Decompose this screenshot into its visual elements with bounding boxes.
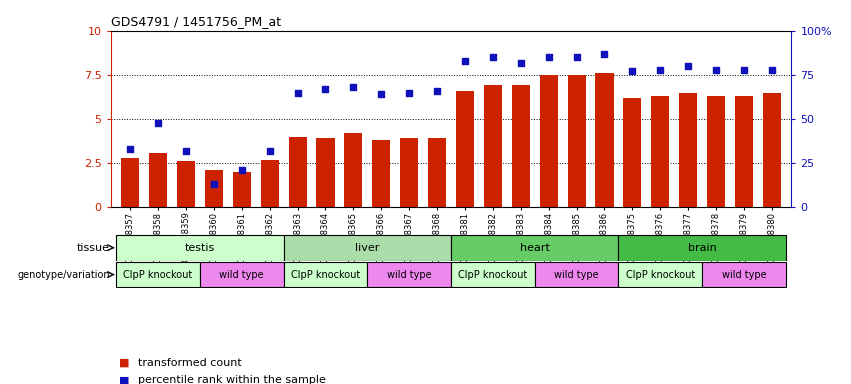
Text: brain: brain	[688, 243, 717, 253]
Bar	[484, 86, 502, 207]
Point	[625, 68, 639, 74]
Bar	[707, 96, 725, 207]
Text: testis: testis	[185, 243, 215, 253]
Bar	[345, 133, 363, 207]
Bar	[205, 170, 223, 207]
Bar	[456, 91, 474, 207]
Text: ■: ■	[119, 375, 129, 384]
Bar	[702, 262, 785, 288]
Bar	[451, 262, 534, 288]
Point	[151, 119, 165, 126]
Point	[514, 60, 528, 66]
Point	[431, 88, 444, 94]
Bar	[200, 262, 283, 288]
Text: transformed count: transformed count	[138, 358, 242, 368]
Point	[346, 84, 360, 90]
Text: heart: heart	[520, 243, 550, 253]
Bar	[619, 235, 785, 261]
Point	[403, 89, 416, 96]
Bar	[260, 160, 279, 207]
Bar	[283, 262, 368, 288]
Point	[737, 66, 751, 73]
Bar	[149, 152, 167, 207]
Point	[765, 66, 779, 73]
Text: wild type: wild type	[220, 270, 264, 280]
Bar	[121, 158, 140, 207]
Text: genotype/variation: genotype/variation	[18, 270, 110, 280]
Text: ClpP knockout: ClpP knockout	[625, 270, 695, 280]
Bar	[511, 86, 530, 207]
Point	[207, 181, 220, 187]
Point	[235, 167, 248, 173]
Bar	[232, 172, 251, 207]
Text: ClpP knockout: ClpP knockout	[123, 270, 192, 280]
Point	[709, 66, 722, 73]
Point	[542, 54, 556, 60]
Point	[123, 146, 137, 152]
Bar	[451, 235, 619, 261]
Bar	[177, 161, 195, 207]
Bar	[117, 235, 283, 261]
Text: tissue: tissue	[77, 243, 110, 253]
Point	[291, 89, 305, 96]
Text: GDS4791 / 1451756_PM_at: GDS4791 / 1451756_PM_at	[111, 15, 281, 28]
Bar	[428, 139, 446, 207]
Point	[486, 54, 500, 60]
Bar	[540, 75, 557, 207]
Bar	[762, 93, 781, 207]
Text: ■: ■	[119, 358, 129, 368]
Point	[570, 54, 584, 60]
Bar	[568, 75, 585, 207]
Text: wild type: wild type	[387, 270, 431, 280]
Bar	[651, 96, 670, 207]
Bar	[596, 73, 614, 207]
Bar	[368, 262, 451, 288]
Point	[318, 86, 332, 92]
Text: wild type: wild type	[554, 270, 599, 280]
Point	[458, 58, 471, 64]
Bar	[400, 139, 418, 207]
Point	[654, 66, 667, 73]
Bar	[283, 235, 451, 261]
Text: ClpP knockout: ClpP knockout	[291, 270, 360, 280]
Bar	[288, 137, 306, 207]
Text: percentile rank within the sample: percentile rank within the sample	[138, 375, 326, 384]
Point	[374, 91, 388, 98]
Bar	[619, 262, 702, 288]
Point	[180, 148, 193, 154]
Text: wild type: wild type	[722, 270, 766, 280]
Text: liver: liver	[355, 243, 380, 253]
Point	[597, 51, 611, 57]
Text: ClpP knockout: ClpP knockout	[458, 270, 528, 280]
Bar	[534, 262, 619, 288]
Bar	[735, 96, 753, 207]
Bar	[372, 140, 391, 207]
Point	[263, 148, 277, 154]
Bar	[117, 262, 200, 288]
Bar	[679, 93, 697, 207]
Bar	[317, 139, 334, 207]
Point	[682, 63, 695, 69]
Bar	[623, 98, 642, 207]
